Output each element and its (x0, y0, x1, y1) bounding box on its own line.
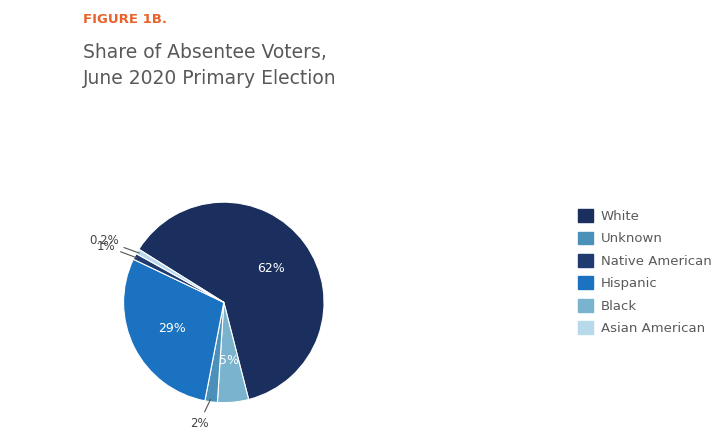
Text: 62%: 62% (257, 262, 284, 275)
Wedge shape (205, 302, 224, 403)
Text: 2%: 2% (190, 399, 211, 430)
Text: FIGURE 1B.: FIGURE 1B. (83, 13, 167, 26)
Wedge shape (136, 249, 224, 302)
Wedge shape (139, 202, 324, 400)
Text: 5%: 5% (219, 354, 239, 367)
Legend: White, Unknown, Native American, Hispanic, Black, Asian American: White, Unknown, Native American, Hispani… (574, 205, 716, 339)
Wedge shape (217, 302, 248, 403)
Text: Share of Absentee Voters,
June 2020 Primary Election: Share of Absentee Voters, June 2020 Prim… (83, 43, 336, 88)
Text: 0.2%: 0.2% (89, 234, 139, 253)
Wedge shape (123, 259, 224, 401)
Wedge shape (134, 254, 224, 302)
Text: 1%: 1% (97, 240, 136, 258)
Text: 29%: 29% (158, 322, 186, 335)
